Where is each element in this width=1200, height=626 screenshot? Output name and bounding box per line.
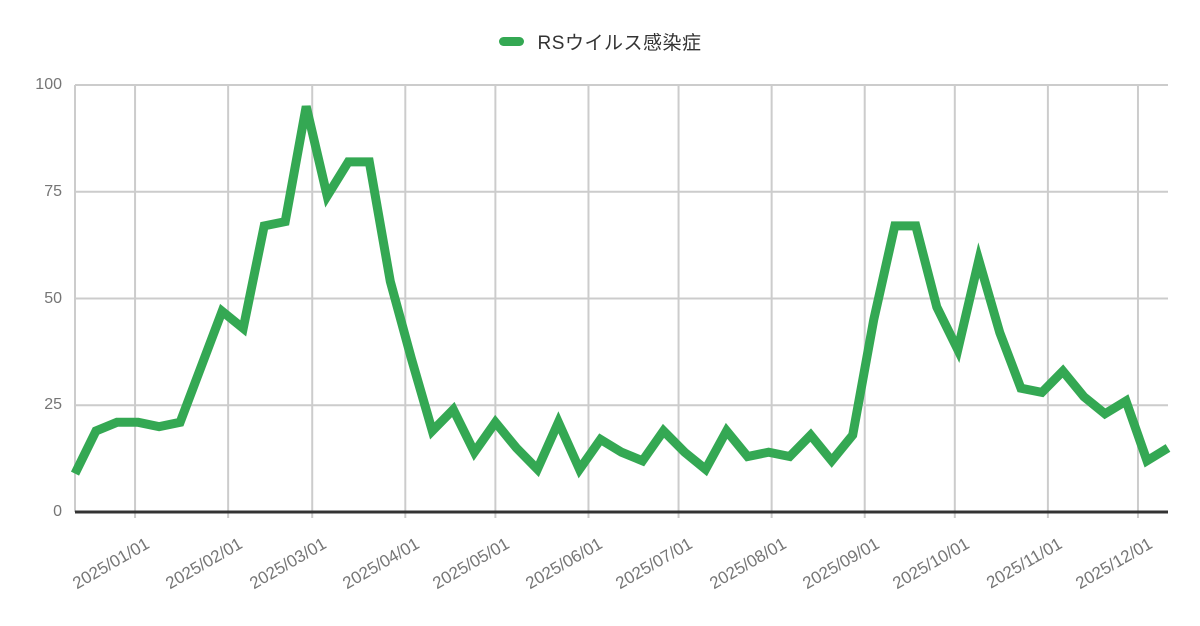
legend-swatch-icon bbox=[498, 36, 524, 46]
y-axis-tick-label: 75 bbox=[44, 182, 62, 200]
y-axis-tick-label: 0 bbox=[53, 503, 62, 520]
series-line[interactable] bbox=[70, 105, 1171, 479]
legend-label: RSウイルス感染症 bbox=[537, 32, 702, 54]
y-axis-tick-label: 25 bbox=[44, 396, 62, 414]
chart-legend: RSウイルス感染症 bbox=[0, 28, 1200, 54]
y-axis-tick-label: 100 bbox=[35, 76, 62, 93]
y-axis-tick-label: 50 bbox=[44, 289, 62, 307]
